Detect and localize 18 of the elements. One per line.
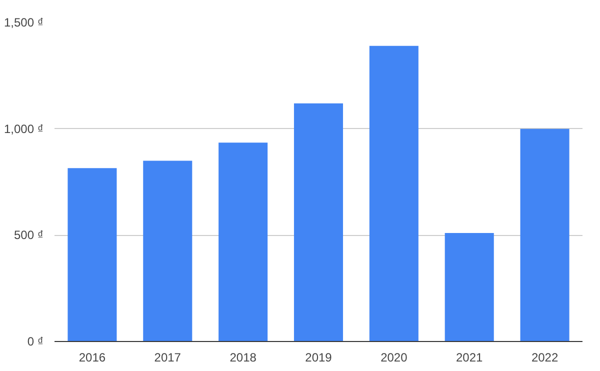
x-tick-label: 2017: [154, 350, 182, 364]
bar: [218, 142, 268, 342]
x-tick-label: 2018: [230, 350, 257, 364]
bar: [143, 160, 192, 342]
bar: [68, 168, 117, 342]
y-tick-label: 1,500 ₫: [4, 16, 44, 30]
x-tick-label: 2019: [305, 350, 332, 364]
bar: [520, 128, 570, 342]
bar: [369, 46, 418, 342]
bar: [294, 103, 344, 342]
x-tick-label: 2020: [380, 350, 408, 364]
y-tick-label: 500 ₫: [14, 228, 44, 242]
y-tick-label: 0 ₫: [27, 334, 44, 348]
x-tick-label: 2016: [78, 350, 106, 364]
x-tick-label: 2021: [456, 350, 484, 364]
x-tick-label: 2022: [531, 350, 558, 364]
bar: [444, 233, 494, 342]
y-tick-label: 1,000 ₫: [4, 122, 44, 136]
